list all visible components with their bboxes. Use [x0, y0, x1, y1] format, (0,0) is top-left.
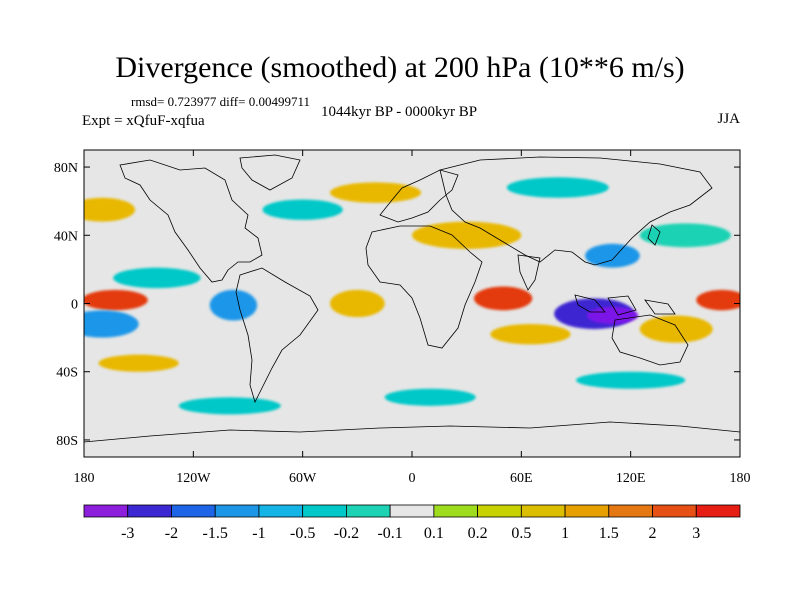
colorbar-swatch	[127, 504, 172, 518]
field-region	[490, 323, 571, 345]
divergence-field	[84, 177, 740, 415]
field-region	[113, 267, 201, 289]
x-tick-label: 60E	[510, 471, 533, 486]
colorbar-swatch	[608, 504, 653, 518]
period-text: 1044kyr BP - 0000kyr BP	[321, 104, 478, 120]
colorbar-swatch	[520, 504, 566, 518]
field-region	[98, 354, 179, 372]
colorbar-label: -3	[121, 525, 134, 542]
colorbar-label: -1.5	[203, 525, 228, 542]
field-region	[506, 177, 609, 198]
colorbar-swatch	[695, 504, 741, 518]
field-region	[576, 371, 686, 389]
colorbar-label: -2	[165, 525, 178, 542]
experiment-text: Expt = xQfuF-xqfua	[82, 113, 205, 129]
field-region	[84, 310, 139, 338]
colorbar-label: 1.5	[599, 525, 619, 542]
colorbar-swatch	[83, 504, 129, 518]
field-region	[639, 315, 713, 343]
field-region	[586, 306, 638, 324]
field-region	[84, 197, 136, 222]
colorbar-label: -0.1	[377, 525, 402, 542]
colorbar-swatch	[214, 504, 260, 518]
colorbar-label: -0.5	[290, 525, 315, 542]
field-region	[262, 199, 343, 220]
y-tick-label: 40S	[56, 366, 78, 381]
colorbar-label: 3	[692, 525, 700, 542]
colorbar-swatch	[345, 504, 391, 518]
colorbar-label: 0.2	[468, 525, 488, 542]
y-tick-label: 40N	[54, 229, 78, 244]
season-text: JJA	[717, 111, 740, 127]
field-region	[384, 388, 476, 406]
x-tick-label: 0	[409, 471, 416, 486]
colorbar-swatch	[564, 504, 610, 518]
field-region	[639, 223, 731, 248]
colorbar-label: -1	[252, 525, 265, 542]
colorbar-swatch	[389, 504, 435, 518]
colorbar-swatch	[433, 504, 479, 518]
stats-text: rmsd= 0.723977 diff= 0.00499711	[131, 94, 310, 109]
colorbar-label: -0.2	[334, 525, 359, 542]
colorbar-swatch	[258, 504, 304, 518]
field-region	[330, 289, 385, 318]
field-region	[473, 286, 533, 311]
colorbar-label: 2	[649, 525, 657, 542]
field-region	[696, 289, 740, 311]
figure-title: Divergence (smoothed) at 200 hPa (10**6 …	[115, 51, 685, 84]
y-tick-label: 80S	[56, 434, 78, 449]
field-region	[84, 289, 148, 311]
coastlines	[84, 154, 740, 443]
colorbar-swatch	[302, 504, 347, 518]
x-tick-label: 120E	[616, 471, 646, 486]
x-tick-label: 180	[74, 471, 95, 486]
colorbar-label: 0.5	[511, 525, 531, 542]
field-region	[412, 221, 522, 249]
y-axis: 80N 40N 0 40S 80S	[54, 161, 740, 449]
field-region	[585, 243, 640, 268]
colorbar: -3 -2 -1.5 -1 -0.5 -0.2 -0.1 0.1 0.2 0.5 1 1.5 2 3	[83, 504, 741, 542]
colorbar-label: 1	[561, 525, 569, 542]
colorbar-swatch	[652, 504, 697, 518]
x-axis: 180 120W 60W 0 60E 120E 180	[74, 150, 751, 486]
y-tick-label: 0	[71, 298, 78, 313]
x-tick-label: 60W	[289, 471, 317, 486]
x-tick-label: 180	[730, 471, 751, 486]
colorbar-swatch	[477, 504, 522, 518]
field-region	[330, 182, 422, 203]
field-region	[178, 397, 281, 415]
y-tick-label: 80N	[54, 161, 78, 176]
field-region	[209, 289, 258, 321]
colorbar-swatch	[171, 504, 216, 518]
colorbar-label: 0.1	[424, 525, 444, 542]
x-tick-label: 120W	[176, 471, 211, 486]
